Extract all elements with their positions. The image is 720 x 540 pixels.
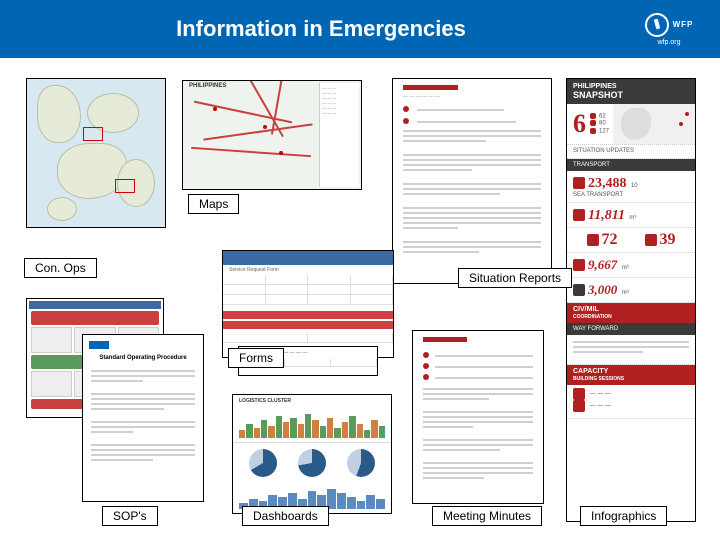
plane-icon: [573, 209, 585, 221]
ig-s1b: 80: [599, 121, 606, 127]
tent-icon: [573, 284, 585, 296]
thumb-form-srf: Service Request Form: [222, 250, 394, 358]
ig-s1c: 127: [599, 128, 609, 134]
label-conops: Con. Ops: [24, 258, 97, 278]
ig-country: PHILIPPINES: [573, 83, 617, 90]
page-title: Information in Emergencies: [12, 16, 630, 42]
ig-fork: 39: [660, 231, 676, 248]
pie-1: [249, 449, 277, 477]
ig-label-situations: SITUATION UPDATES: [567, 145, 695, 159]
ig-s1a: 62: [599, 114, 606, 120]
ig-cap-sub: BUILDING SESSIONS: [573, 376, 624, 382]
ship-icon: [573, 177, 585, 189]
thumb-infographic: PHILIPPINESSNAPSHOT 6 62 80 127 SITUATIO…: [566, 78, 696, 522]
ig-wayfwd: WAY FORWARD: [567, 323, 695, 335]
ig-subtitle: SNAPSHOT: [573, 90, 623, 100]
ig-trucks: 72: [602, 231, 618, 248]
session-icon: [573, 400, 585, 412]
label-minutes: Meeting Minutes: [432, 506, 542, 526]
label-maps: Maps: [188, 194, 239, 214]
thumb-map-archipelago: [26, 78, 166, 228]
training-icon: [573, 388, 585, 400]
thumb-map-roads: PHILIPPINES — — —— — —— — —— — —— — —— —…: [182, 80, 362, 190]
wfp-logo: WFP wfp.org: [630, 7, 708, 51]
pie-3: [347, 449, 375, 477]
ig-st2u: m³: [622, 290, 629, 296]
header-bar: Information in Emergencies WFP wfp.org: [0, 0, 720, 58]
wfp-logo-url: wfp.org: [658, 39, 681, 46]
ig-st2: 3,000: [588, 282, 617, 297]
ig-air-u: m³: [629, 215, 636, 221]
ig-sea: 23,488: [588, 176, 627, 191]
label-dashboards: Dashboards: [242, 506, 329, 526]
slide-canvas: PHILIPPINES — — —— — —— — —— — —— — —— —…: [0, 58, 720, 540]
pie-2: [298, 449, 326, 477]
ig-sea-u: 10: [631, 183, 638, 189]
wfp-logo-icon: [645, 13, 669, 37]
truck-icon: [587, 234, 599, 246]
label-infographics: Infographics: [580, 506, 667, 526]
label-forms: Forms: [228, 348, 284, 368]
ig-air: 11,811: [588, 208, 625, 223]
ig-stat-big: 6: [573, 111, 586, 137]
thumb-situation-report: — — — — — —: [392, 78, 552, 284]
thumb-meeting-minutes: [412, 330, 544, 504]
warehouse-icon: [573, 259, 585, 271]
wfp-logo-text: WFP: [673, 20, 694, 29]
ig-civmil: CIV/MIL: [573, 306, 599, 313]
ig-st1u: m³: [622, 265, 629, 271]
ig-cap: CAPACITY: [573, 368, 608, 375]
forklift-icon: [645, 234, 657, 246]
label-sops: SOP's: [102, 506, 158, 526]
label-sitrep: Situation Reports: [458, 268, 572, 288]
thumb-dashboard: LOGISTICS CLUSTER: [232, 394, 392, 514]
ig-civmil-sub: COORDINATION: [573, 314, 612, 320]
ig-st1: 9,667: [588, 257, 617, 272]
thumb-sop: Standard Operating Procedure: [82, 334, 204, 502]
